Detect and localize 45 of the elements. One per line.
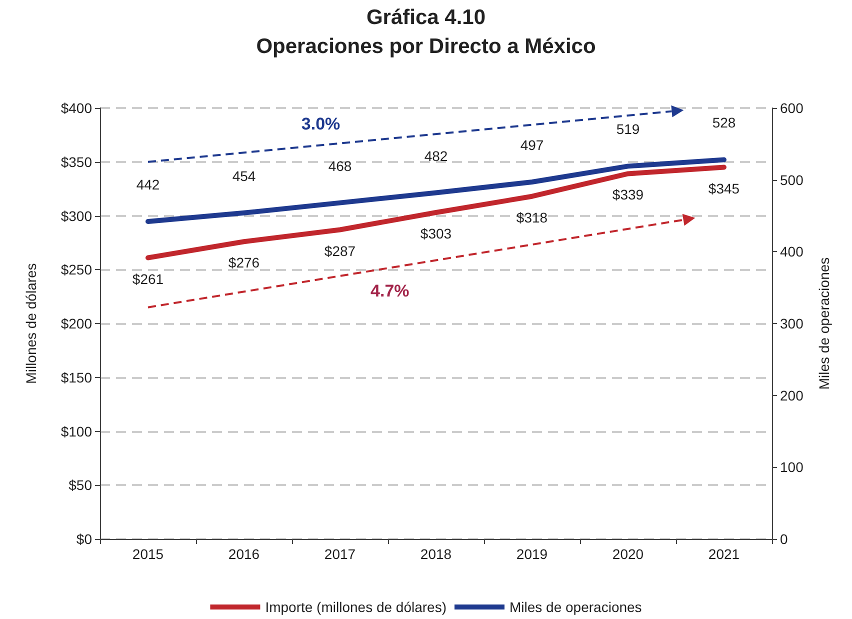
y-axis-title: Millones de dólares	[23, 263, 39, 384]
data-label: $261	[132, 270, 164, 287]
data-label: 528	[712, 114, 736, 131]
y-tick-label: $50	[68, 477, 92, 494]
x-tick-label: 2019	[516, 546, 548, 562]
data-label: 454	[232, 168, 256, 184]
y2-tick-label: 0	[780, 531, 788, 547]
data-label: 497	[520, 136, 544, 153]
y2-tick-label: 300	[780, 316, 804, 332]
legend-label: Importe (millones de dólares)	[265, 599, 446, 615]
data-label: $339	[612, 186, 644, 203]
y-tick-label: $350	[60, 154, 92, 170]
data-label: $318	[516, 209, 548, 226]
data-label: $345	[708, 180, 740, 196]
y2-tick-label: 400	[780, 244, 804, 260]
y-tick-label: $200	[60, 316, 92, 332]
x-tick-label: 2021	[708, 546, 740, 562]
annotation: 4.7%	[370, 282, 410, 301]
data-label: 442	[136, 176, 160, 192]
y2-tick-label: 100	[780, 459, 804, 476]
data-label: $276	[228, 254, 260, 271]
y2-tick-label: 600	[780, 100, 804, 116]
y-tick-label: $400	[60, 100, 92, 116]
data-label: 519	[616, 121, 640, 138]
y-tick-label: $100	[60, 423, 92, 440]
chart-title: Gráfica 4.10	[366, 6, 486, 29]
y2-axis-title: Miles de operaciones	[816, 257, 832, 390]
y-tick-label: $150	[60, 369, 92, 386]
y2-tick-label: 200	[780, 387, 804, 404]
chart-subtitle: Operaciones por Directo a México	[256, 35, 596, 58]
y2-tick-label: 500	[780, 172, 804, 188]
annotation: 3.0%	[301, 114, 340, 134]
y-tick-label: $0	[76, 531, 92, 547]
y-tick-label: $250	[60, 262, 92, 278]
y-tick-label: $300	[60, 208, 92, 224]
legend-label: Miles de operaciones	[510, 599, 642, 615]
data-label: $303	[420, 226, 452, 242]
data-label: 468	[328, 158, 352, 174]
x-tick-label: 2018	[420, 546, 452, 562]
data-label: $287	[324, 242, 356, 259]
data-label: 482	[424, 148, 448, 164]
x-tick-label: 2015	[132, 546, 164, 562]
x-tick-label: 2016	[228, 546, 260, 562]
x-tick-label: 2017	[324, 546, 356, 562]
x-tick-label: 2020	[612, 546, 644, 562]
